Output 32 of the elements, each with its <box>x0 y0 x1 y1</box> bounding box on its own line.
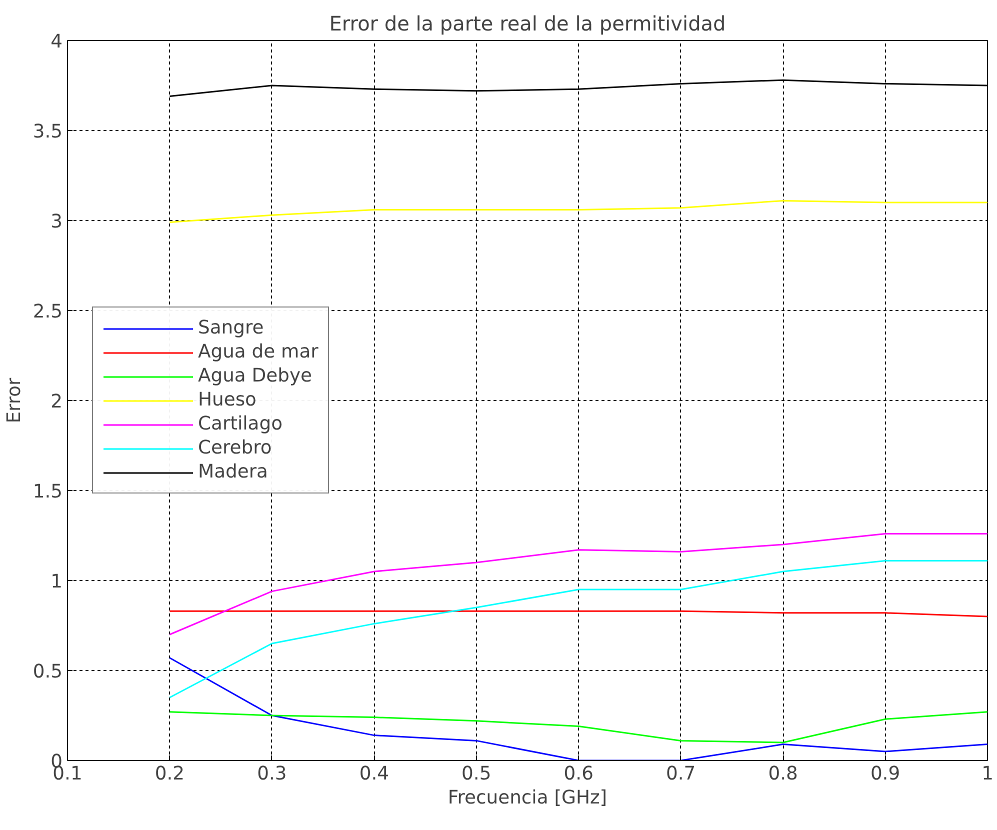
legend-label: Cartilago <box>198 414 282 434</box>
x-tick-label: 0.2 <box>154 764 185 784</box>
legend-label: Madera <box>198 462 268 482</box>
legend-label: Agua Debye <box>198 366 312 386</box>
legend-label: Agua de mar <box>198 342 318 362</box>
y-tick-label: 1.5 <box>32 482 62 502</box>
line-series <box>168 560 988 698</box>
chart-title: Error de la parte real de la permitividad <box>329 12 726 36</box>
x-tick-label: 0.6 <box>564 764 594 784</box>
y-axis-title: Error <box>4 377 25 424</box>
y-tick-label: 2 <box>50 392 63 412</box>
legend-label: Sangre <box>198 318 264 338</box>
x-axis-title: Frecuencia [GHz] <box>448 788 608 808</box>
legend-label: Hueso <box>198 390 256 410</box>
y-tick-label: 0.5 <box>32 662 62 682</box>
line-series <box>168 532 988 636</box>
line-series <box>168 657 988 760</box>
y-tick-label: 3 <box>50 212 63 232</box>
x-tick-label: 0.3 <box>257 764 287 784</box>
x-tick-label: 1 <box>982 764 994 784</box>
x-tick-label: 0.8 <box>768 764 798 784</box>
y-tick-label: 2.5 <box>32 302 62 322</box>
x-tick-label: 0.4 <box>359 764 390 784</box>
y-tick-label: 1 <box>50 572 63 592</box>
line-series <box>168 711 988 744</box>
legend-label: Cerebro <box>198 438 272 458</box>
y-tick-label: 3.5 <box>32 122 62 142</box>
y-tick-label: 4 <box>50 32 63 52</box>
x-tick-label: 0.9 <box>870 764 900 784</box>
line-series <box>168 200 988 224</box>
x-tick-label: 0.5 <box>462 764 492 784</box>
x-tick-label: 0.7 <box>666 764 696 784</box>
